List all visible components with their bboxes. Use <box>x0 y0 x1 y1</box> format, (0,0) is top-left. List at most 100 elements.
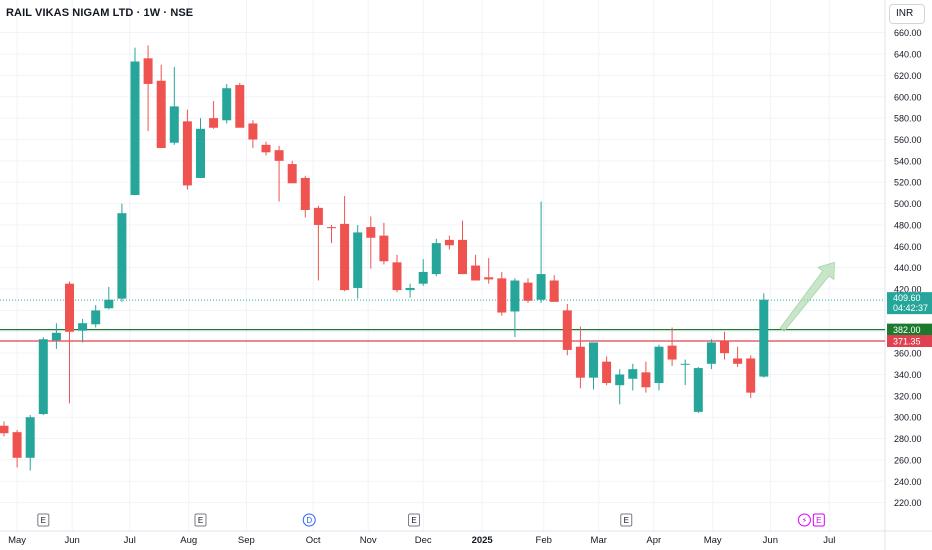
support-tag-label: 382.00 <box>893 325 921 335</box>
candle-body <box>222 88 232 121</box>
candle-body <box>706 342 716 364</box>
y-tick-label: 240.00 <box>894 477 922 487</box>
event-markers: E E D E E ⚡ E <box>37 513 825 527</box>
candle-body <box>156 80 166 149</box>
candle-body <box>392 262 402 291</box>
candle-body <box>235 85 245 128</box>
y-tick-label: 480.00 <box>894 220 922 230</box>
x-tick-label: Jul <box>823 535 835 546</box>
candle-body <box>628 369 638 379</box>
candle-body <box>65 283 74 332</box>
candle-body <box>444 239 454 246</box>
candle-body <box>667 345 677 360</box>
y-tick-label: 440.00 <box>894 263 922 273</box>
earnings-marker <box>620 513 633 527</box>
resistance-tag <box>887 334 932 347</box>
candle-body <box>78 323 88 331</box>
candle-body <box>615 374 625 386</box>
candle-body <box>602 361 612 384</box>
candle-body <box>366 227 376 238</box>
x-tick-label: Oct <box>306 535 321 546</box>
candle-body <box>641 372 651 388</box>
currency-button[interactable]: INR <box>889 4 925 24</box>
arrow-polygon <box>779 261 835 332</box>
y-tick-label: 320.00 <box>894 391 922 401</box>
candle-body <box>287 164 297 184</box>
x-tick-label: Jun <box>64 535 79 546</box>
y-tick-label: 360.00 <box>894 349 922 359</box>
earnings-marker-label: E <box>624 516 629 525</box>
x-tick-label: Jul <box>124 535 136 546</box>
earnings-marker <box>194 513 207 527</box>
x-tick-label: Aug <box>180 535 197 546</box>
candle-body <box>353 232 363 288</box>
candle-body <box>12 432 22 458</box>
dividend-marker-label: D <box>306 516 312 525</box>
earnings-marker <box>37 513 50 527</box>
split-marker <box>797 513 811 527</box>
y-tick-label: 280.00 <box>894 434 922 444</box>
earnings-marker-label: E <box>411 516 416 525</box>
y-tick-label: 560.00 <box>894 135 922 145</box>
x-tick-label: Sep <box>238 535 255 546</box>
earnings-marker <box>812 513 825 527</box>
candle-body <box>51 332 61 341</box>
chart-title: RAIL VIKAS NIGAM LTD · 1W · NSE <box>6 7 194 19</box>
y-tick-label: 540.00 <box>894 156 922 166</box>
x-tick-label: Nov <box>360 535 377 546</box>
candle-body <box>327 227 336 229</box>
candle-body <box>313 207 323 225</box>
candle-body <box>575 346 585 378</box>
candle-body <box>104 299 114 309</box>
candles <box>0 45 769 471</box>
candle-body <box>248 123 258 140</box>
candle-body <box>458 239 467 275</box>
candle-body <box>589 342 598 378</box>
earnings-marker <box>408 513 421 527</box>
candle-body <box>143 58 153 84</box>
candle-body <box>340 223 350 291</box>
candle-body <box>654 346 664 384</box>
candle-body <box>91 310 101 325</box>
projection-arrow-shape <box>779 261 835 332</box>
candle-body <box>25 417 35 458</box>
earnings-marker-label: E <box>816 516 821 525</box>
candle-body <box>733 358 743 364</box>
y-tick-label: 640.00 <box>894 50 922 60</box>
candle-body <box>746 358 756 393</box>
y-tick-label: 460.00 <box>894 242 922 252</box>
y-tick-label: 260.00 <box>894 455 922 465</box>
price-axis[interactable]: 220.00 240.00 260.00 280.00 300.00 320.00 340.… <box>894 28 922 508</box>
last-price-tag-value: 409.60 <box>893 293 921 303</box>
candle-body <box>196 128 205 178</box>
candle-body <box>130 61 140 196</box>
candle-body <box>759 299 769 377</box>
time-axis[interactable]: May Jun Jul Aug Sep Oct Nov Dec 2025 Feb Mar Apr May… <box>8 535 835 546</box>
candle-body <box>38 339 48 415</box>
y-tick-label: 600.00 <box>894 92 922 102</box>
candle-body <box>169 106 179 143</box>
candle-body <box>379 235 389 262</box>
candle-body <box>431 243 441 275</box>
candle-body <box>182 121 192 186</box>
earnings-marker-label: E <box>41 516 46 525</box>
candle-body <box>510 280 520 312</box>
candle-body <box>720 341 729 354</box>
y-tick-label: 340.00 <box>894 370 922 380</box>
support-tag <box>887 323 932 336</box>
candle-body <box>484 277 494 280</box>
resistance-tag-label: 371.35 <box>893 336 921 346</box>
earnings-marker-label: E <box>198 516 203 525</box>
candle-body <box>693 368 703 412</box>
y-tick-label: 420.00 <box>894 285 922 295</box>
y-tick-label: 580.00 <box>894 114 922 124</box>
dividend-marker <box>302 513 316 527</box>
candle-body <box>274 150 284 161</box>
projection-arrow <box>779 261 835 332</box>
candle-body <box>261 144 271 153</box>
y-tick-label: 620.00 <box>894 71 922 81</box>
candle-body <box>117 213 127 299</box>
